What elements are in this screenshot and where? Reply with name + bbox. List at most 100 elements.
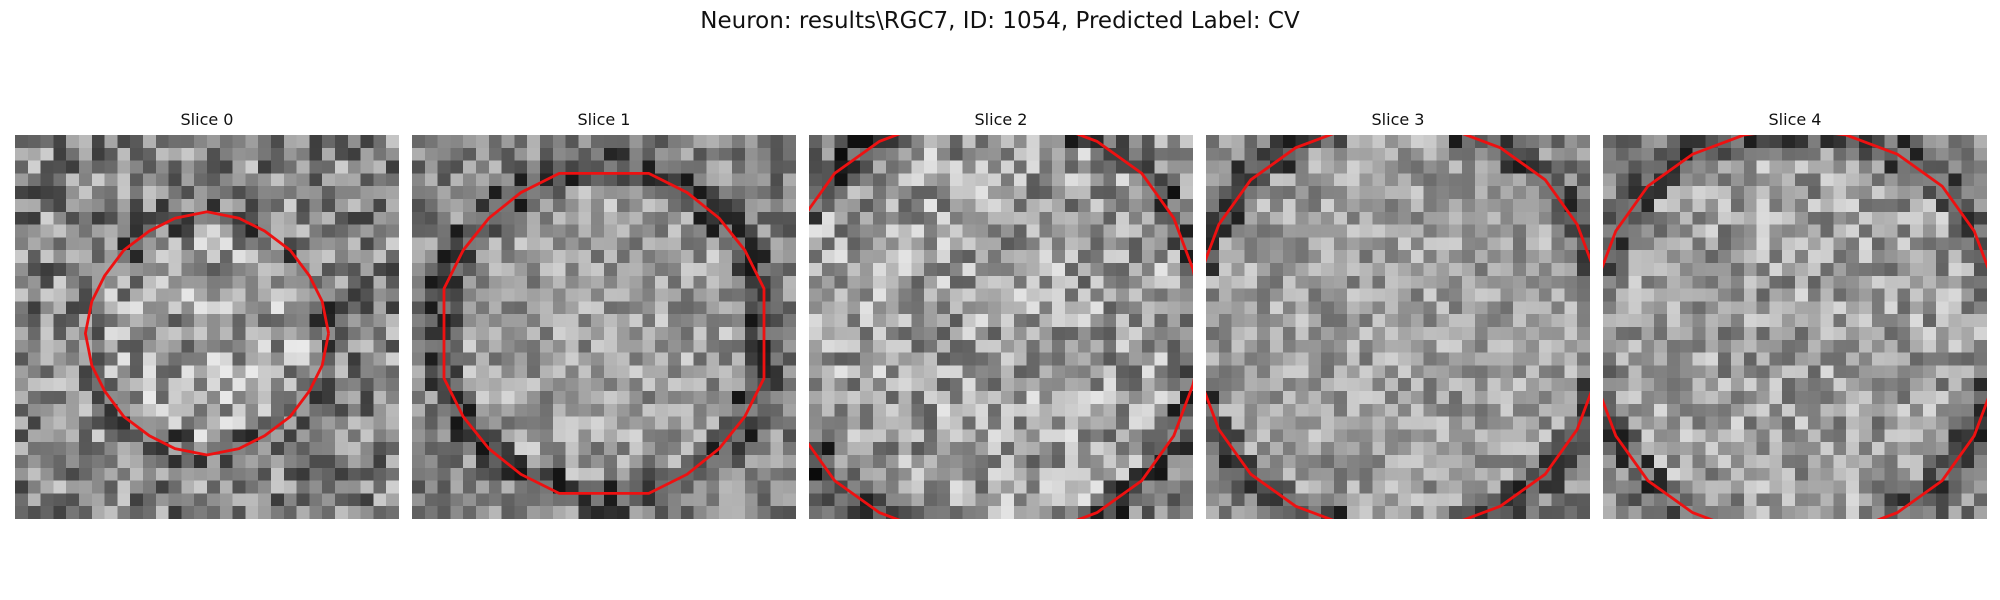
pixel-cell (1321, 289, 1334, 302)
pixel-cell (1398, 289, 1411, 302)
pixel-cell (1244, 301, 1257, 314)
pixel-cell (1808, 481, 1821, 494)
pixel-cell (348, 148, 361, 161)
pixel-cell (1795, 417, 1808, 430)
pixel-cell (527, 225, 540, 238)
pixel-cell (1219, 135, 1232, 148)
pixel-cell (1334, 301, 1347, 314)
pixel-cell (668, 161, 681, 174)
pixel-cell (348, 225, 361, 238)
pixel-cell (28, 455, 41, 468)
pixel-cell (245, 199, 258, 212)
pixel-cell (1949, 289, 1962, 302)
pixel-cell (1283, 327, 1296, 340)
pixel-cell (899, 289, 912, 302)
pixel-cell (1641, 250, 1654, 263)
pixel-cell (1283, 263, 1296, 276)
pixel-cell (502, 148, 515, 161)
pixel-cell (1283, 173, 1296, 186)
pixel-cell (489, 186, 502, 199)
pixel-cell (425, 404, 438, 417)
pixel-cell (220, 173, 233, 186)
pixel-cell (655, 468, 668, 481)
pixel-cell (899, 225, 912, 238)
pixel-cell (258, 237, 271, 250)
pixel-cell (1500, 135, 1513, 148)
pixel-cell (1155, 173, 1168, 186)
pixel-cell (1001, 481, 1014, 494)
pixel-cell (245, 327, 258, 340)
pixel-cell (1244, 237, 1257, 250)
pixel-cell (105, 429, 118, 442)
pixel-cell (41, 468, 54, 481)
pixel-cell (169, 353, 182, 366)
pixel-cell (604, 148, 617, 161)
pixel-cell (694, 289, 707, 302)
pixel-cell (770, 199, 783, 212)
pixel-cell (1347, 148, 1360, 161)
pixel-cell (1500, 186, 1513, 199)
pixel-cell (1680, 289, 1693, 302)
pixel-cell (1449, 417, 1462, 430)
pixel-cell (988, 301, 1001, 314)
pixel-cell (1897, 391, 1910, 404)
pixel-cell (1795, 404, 1808, 417)
pixel-cell (668, 212, 681, 225)
pixel-cell (1577, 481, 1590, 494)
pixel-cell (1936, 237, 1949, 250)
pixel-cell (1744, 365, 1757, 378)
pixel-cell (348, 250, 361, 263)
pixel-cell (386, 289, 399, 302)
pixel-cell (1705, 340, 1718, 353)
pixel-cell (322, 199, 335, 212)
pixel-cell (630, 442, 643, 455)
pixel-cell (1103, 378, 1116, 391)
pixel-cell (348, 237, 361, 250)
pixel-cell (1641, 199, 1654, 212)
pixel-cell (1103, 353, 1116, 366)
pixel-cell (1257, 135, 1270, 148)
pixel-cell (322, 212, 335, 225)
pixel-cell (745, 199, 758, 212)
pixel-cell (988, 148, 1001, 161)
pixel-cell (1718, 327, 1731, 340)
pixel-cell (1500, 314, 1513, 327)
pixel-cell (502, 135, 515, 148)
pixel-cell (1680, 417, 1693, 430)
pixel-cell (309, 417, 322, 430)
pixel-cell (1910, 506, 1923, 519)
pixel-cell (1910, 481, 1923, 494)
pixel-cell (1513, 186, 1526, 199)
pixel-cell (1744, 455, 1757, 468)
pixel-cell (489, 276, 502, 289)
pixel-cell (1142, 250, 1155, 263)
pixel-cell (1795, 148, 1808, 161)
pixel-cell (1116, 250, 1129, 263)
pixel-cell (1398, 186, 1411, 199)
pixel-cell (1167, 481, 1180, 494)
pixel-cell (1795, 212, 1808, 225)
pixel-cell (1027, 455, 1040, 468)
pixel-cell (604, 442, 617, 455)
pixel-cell (886, 276, 899, 289)
pixel-cell (847, 417, 860, 430)
pixel-cell (194, 186, 207, 199)
pixel-cell (1360, 468, 1373, 481)
pixel-cell (1385, 161, 1398, 174)
pixel-cell (1936, 225, 1949, 238)
pixel-cell (66, 148, 79, 161)
pixel-cell (630, 161, 643, 174)
pixel-cell (1859, 263, 1872, 276)
pixel-cell (1270, 199, 1283, 212)
pixel-cell (361, 289, 374, 302)
pixel-cell (1488, 225, 1501, 238)
pixel-cell (1116, 186, 1129, 199)
pixel-cell (53, 263, 66, 276)
pixel-cell (1526, 199, 1539, 212)
pixel-cell (15, 289, 28, 302)
pixel-cell (1244, 199, 1257, 212)
pixel-cell (540, 135, 553, 148)
pixel-cell (668, 378, 681, 391)
pixel-cell (1424, 212, 1437, 225)
pixel-cell (1718, 263, 1731, 276)
